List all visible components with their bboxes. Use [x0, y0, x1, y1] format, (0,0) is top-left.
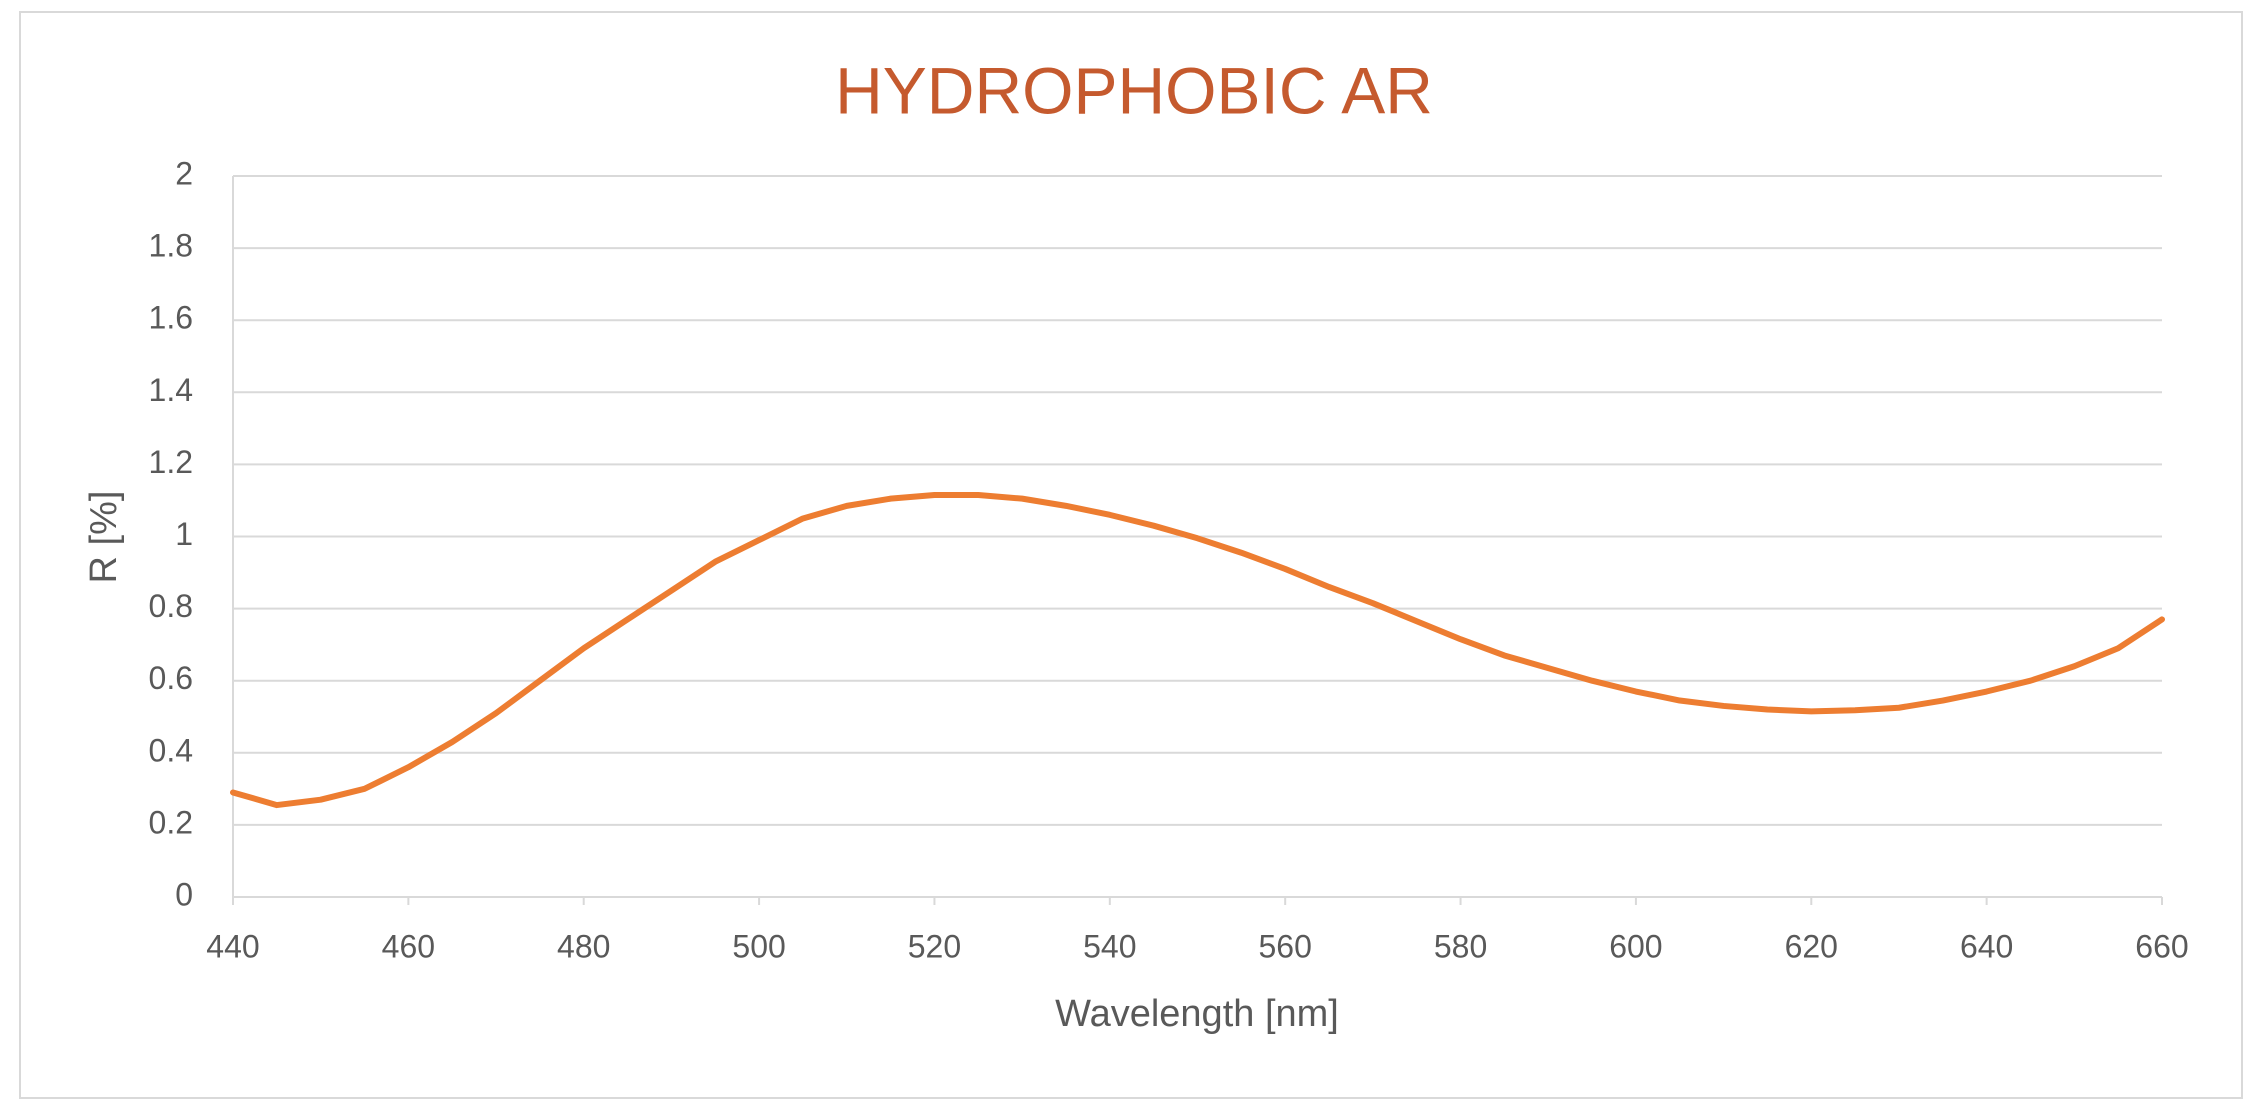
y-tick-label: 2	[175, 155, 193, 191]
y-tick-label: 1.8	[149, 228, 193, 264]
x-tick-label: 480	[557, 928, 610, 964]
y-tick-label: 0.4	[149, 732, 193, 768]
x-tick-label: 600	[1609, 928, 1662, 964]
y-tick-label: 0.2	[149, 804, 193, 840]
x-tick-label: 540	[1083, 928, 1136, 964]
x-tick-label: 560	[1258, 928, 1311, 964]
chart-border	[19, 11, 2243, 1099]
y-axis-title: R [%]	[83, 491, 125, 584]
x-tick-label: 440	[206, 928, 259, 964]
y-tick-label: 1.2	[149, 444, 193, 480]
y-tick-label: 0.8	[149, 588, 193, 624]
x-tick-label: 640	[1960, 928, 2013, 964]
x-tick-label: 660	[2135, 928, 2188, 964]
x-tick-label: 460	[382, 928, 435, 964]
y-tick-label: 1.6	[149, 300, 193, 336]
x-axis-title: Wavelength [nm]	[1055, 993, 1339, 1035]
chart-title: HYDROPHOBIC AR	[835, 53, 1433, 127]
y-tick-label: 0.6	[149, 660, 193, 696]
x-tick-label: 580	[1434, 928, 1487, 964]
x-tick-label: 620	[1785, 928, 1838, 964]
y-tick-label: 0	[175, 876, 193, 912]
y-tick-label: 1	[175, 516, 193, 552]
x-tick-label: 500	[732, 928, 785, 964]
y-tick-label: 1.4	[149, 372, 193, 408]
line-series	[230, 492, 2165, 809]
x-tick-label: 520	[908, 928, 961, 964]
